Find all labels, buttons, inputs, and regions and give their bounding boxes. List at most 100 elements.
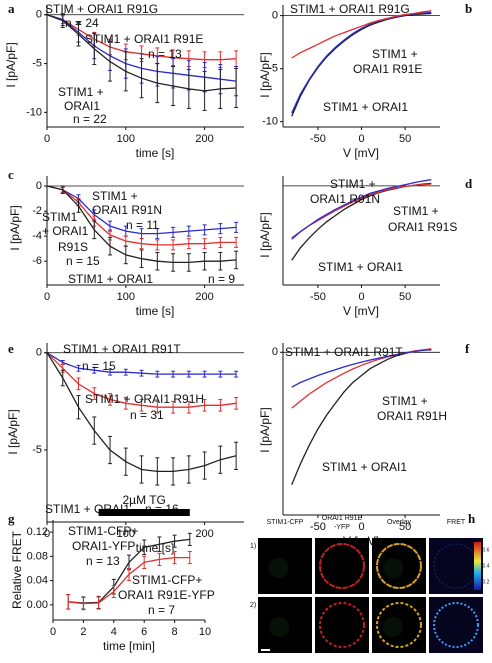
series-line <box>291 179 432 240</box>
error-bar <box>234 236 239 248</box>
error-bar <box>187 532 192 546</box>
annotation: ORAI1-YFP <box>72 539 135 553</box>
error-bar <box>234 67 239 108</box>
annotation: n = 13 <box>86 554 120 568</box>
y-tick-label: -10 <box>26 106 42 118</box>
image-bg <box>315 538 369 594</box>
panel-letter: c <box>8 167 14 182</box>
y-tick-label: -5 <box>32 444 42 456</box>
column-header: Overlay <box>387 519 412 526</box>
annotation: n = 15 <box>66 254 100 268</box>
annotation: ORAI1 R91N <box>92 203 162 217</box>
image-bg <box>429 597 483 653</box>
error-bar <box>234 221 239 233</box>
annotation: STIM1 + <box>58 85 104 99</box>
annotation: STIM1 + ORAI1 <box>323 100 408 114</box>
annotation: n = 15 <box>82 359 116 373</box>
annotation: ORAI1 R91S <box>388 220 457 234</box>
x-tick-label: 0 <box>44 291 50 303</box>
y-tick-label: 0 <box>272 10 278 22</box>
panel-letter: g <box>8 511 15 526</box>
annotation: STIM1 + ORAI1 <box>318 260 403 274</box>
micrograph <box>429 597 483 653</box>
error-bar <box>234 396 239 410</box>
annotation: n = 11 <box>126 218 159 232</box>
x-axis-label: time [s] <box>136 304 175 318</box>
series-line <box>46 352 237 473</box>
x-axis-label: time [s] <box>136 541 175 555</box>
annotation: STIM1 + <box>330 177 376 191</box>
annotation: STIM1 + ORAI1 R91E <box>85 32 203 46</box>
series-line <box>291 183 432 239</box>
micrograph <box>315 538 369 594</box>
annotation: STIM1 + <box>393 204 439 218</box>
annotation: n = 13 <box>148 47 182 61</box>
panel-letter: b <box>465 1 472 16</box>
y-tick-label: -6 <box>32 255 42 267</box>
x-tick-label: 6 <box>141 626 147 638</box>
x-tick-label: 50 <box>399 133 411 145</box>
membrane <box>376 543 422 589</box>
x-tick-label: 0 <box>44 528 50 540</box>
annotation: n = 31 <box>130 408 164 422</box>
nucleus <box>269 617 289 637</box>
annotation: STIM1 + <box>372 47 418 61</box>
annotation: STIM1 + ORAI1 R91T <box>285 345 403 359</box>
x-tick-label: 50 <box>399 291 411 303</box>
panel-letter: d <box>465 176 473 191</box>
annotation: ORAI1 R91E <box>353 62 422 76</box>
annotation: STIM1 + ORAI1 <box>322 460 407 474</box>
x-axis-label: V [mV] <box>343 146 379 160</box>
y-axis-label: I [pA/pF] <box>258 212 272 257</box>
y-axis-label: I [pA/pF] <box>4 42 18 87</box>
y-tick-label: 0.12 <box>27 526 48 538</box>
column-header: -YFP <box>334 524 350 531</box>
x-tick-label: 0 <box>358 521 364 533</box>
x-axis-label: V [mV] <box>343 304 379 318</box>
x-tick-label: 4 <box>111 626 117 638</box>
x-tick-label: 200 <box>195 291 213 303</box>
x-tick-label: 0 <box>358 291 364 303</box>
annotation: STIM1 + <box>92 189 138 203</box>
membrane <box>376 602 422 648</box>
y-tick-label: -5 <box>32 57 42 69</box>
x-tick-label: 0 <box>50 626 56 638</box>
x-tick-label: -50 <box>310 521 326 533</box>
x-tick-label: 10 <box>199 626 211 638</box>
series-line <box>46 14 237 92</box>
annotation: STIM1 + ORAI1 R91G <box>290 2 410 16</box>
fret-ring <box>433 602 479 648</box>
panel-letter: e <box>8 341 14 356</box>
annotation: ORAI1 R91H <box>377 409 447 423</box>
series-line <box>68 556 190 605</box>
nucleus <box>383 617 403 637</box>
error-bar <box>234 370 239 378</box>
y-tick-label: -10 <box>262 116 278 128</box>
annotation: STIM1 + ORAI1 R91T <box>63 342 181 356</box>
series-line <box>46 185 237 264</box>
colorbar-tick-label: 0.4 <box>483 563 490 569</box>
annotation: n = 24 <box>65 16 99 30</box>
annotation: STIM1-CFP+ <box>132 573 202 587</box>
y-tick-label: 0.08 <box>27 550 48 562</box>
x-tick-label: 200 <box>195 528 213 540</box>
y-tick-label: 0.04 <box>27 575 48 587</box>
annotation: ORAI1 R91N <box>310 192 380 206</box>
y-axis-label: I [pA/pF] <box>6 409 20 454</box>
x-tick-label: 0 <box>358 133 364 145</box>
membrane <box>319 543 365 589</box>
annotation: STIM1 + ORAI1 <box>68 272 153 286</box>
annotation: R91S <box>58 240 88 254</box>
series-line <box>46 352 237 408</box>
colorbar-tick-label: 0.6 <box>483 547 490 553</box>
x-tick-label: -50 <box>310 133 326 145</box>
x-tick-label: 50 <box>399 521 411 533</box>
micrograph <box>372 538 426 594</box>
annotation: ORAI1 R91E-YFP <box>118 588 215 602</box>
row-label: 1) <box>250 543 256 550</box>
y-tick-label: -2 <box>32 205 42 217</box>
x-tick-label: 100 <box>117 291 135 303</box>
y-tick-label: 0 <box>36 347 42 359</box>
